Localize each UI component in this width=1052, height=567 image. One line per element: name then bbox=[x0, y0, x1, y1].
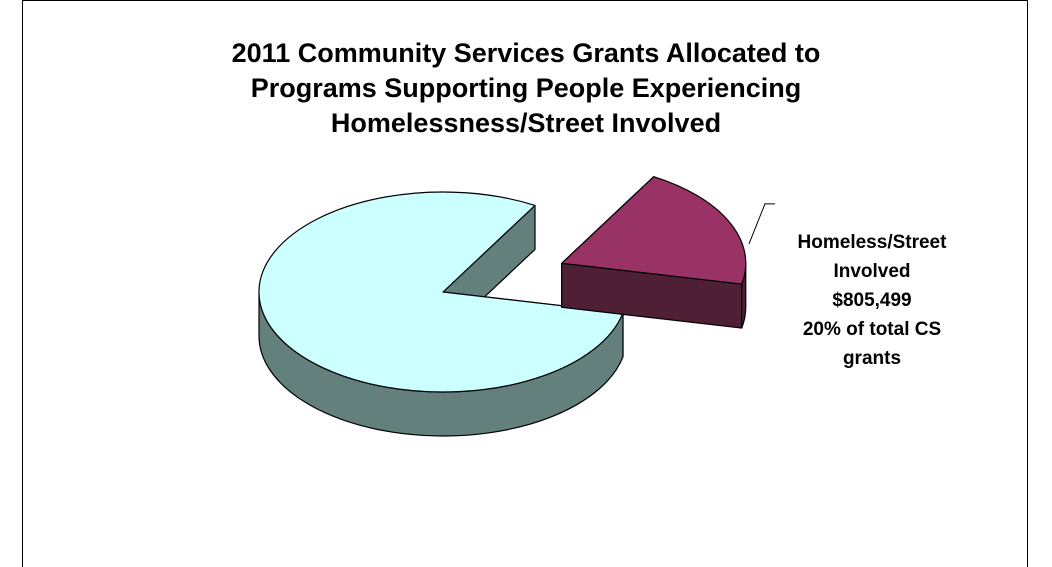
chart-title-line-3: Homelessness/Street Involved bbox=[330, 108, 722, 138]
slice-label-line-2: Involved bbox=[833, 261, 911, 282]
slice-other-top bbox=[258, 191, 624, 393]
chart-title: 2011 Community Services Grants Allocated… bbox=[0, 36, 1052, 141]
slice-label-line-4: 20% of total CS bbox=[802, 319, 942, 340]
slice-label-line-5: grants bbox=[842, 348, 902, 369]
chart-frame bbox=[22, 0, 1028, 567]
slice-label-leader-line bbox=[748, 203, 775, 245]
slice-label-line-3: $805,499 bbox=[832, 290, 912, 311]
slice-homeless-top bbox=[561, 176, 747, 285]
chart-title-line-1: 2011 Community Services Grants Allocated… bbox=[231, 38, 821, 68]
slice-label-line-1: Homeless/Street bbox=[797, 232, 947, 253]
chart-title-line-2: Programs Supporting People Experiencing bbox=[250, 73, 802, 103]
slice-label-homeless: Homeless/Street Involved $805,499 20% of… bbox=[756, 228, 988, 373]
